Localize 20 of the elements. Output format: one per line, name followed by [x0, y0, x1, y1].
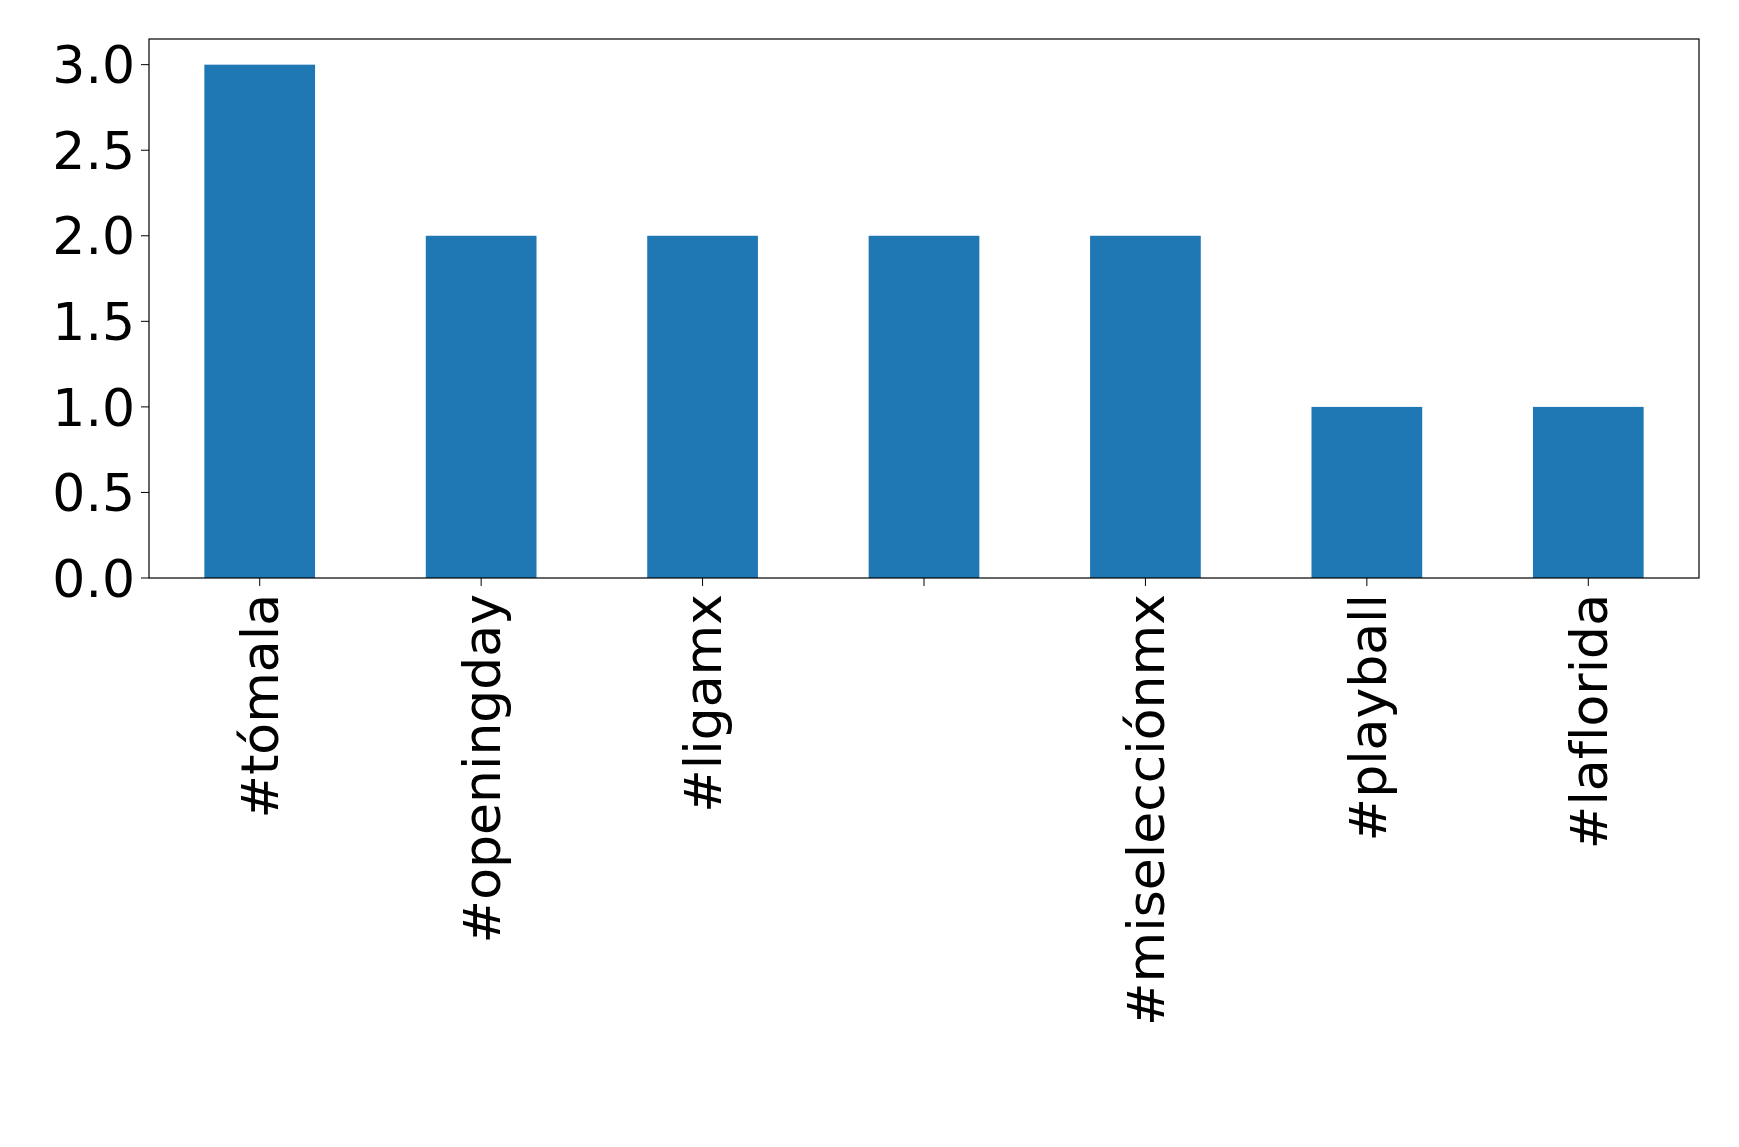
x-tick-label: #tómala	[230, 594, 291, 819]
bar	[868, 235, 980, 578]
bar	[1311, 406, 1423, 578]
x-tick-label: #ligamx	[673, 594, 734, 813]
bar	[1532, 406, 1644, 578]
y-tick-label: 2.5	[52, 120, 135, 181]
y-tick-label: 2.0	[52, 206, 135, 267]
y-tick-label: 0.5	[52, 463, 135, 524]
x-tick-label: #miselecciónmx	[1116, 594, 1177, 1027]
y-tick-label: 0.0	[52, 548, 135, 609]
bar	[647, 235, 758, 578]
y-tick-label: 1.5	[52, 292, 135, 353]
y-tick-label: 3.0	[52, 35, 135, 96]
bar	[1090, 235, 1201, 578]
x-tick-label: #openingday	[451, 594, 512, 944]
y-tick-label: 1.0	[52, 377, 135, 438]
x-tick-label: #laflorida	[1559, 594, 1620, 850]
bar	[425, 235, 537, 578]
bar	[204, 64, 316, 578]
x-tick-label: #playball	[1337, 594, 1398, 842]
